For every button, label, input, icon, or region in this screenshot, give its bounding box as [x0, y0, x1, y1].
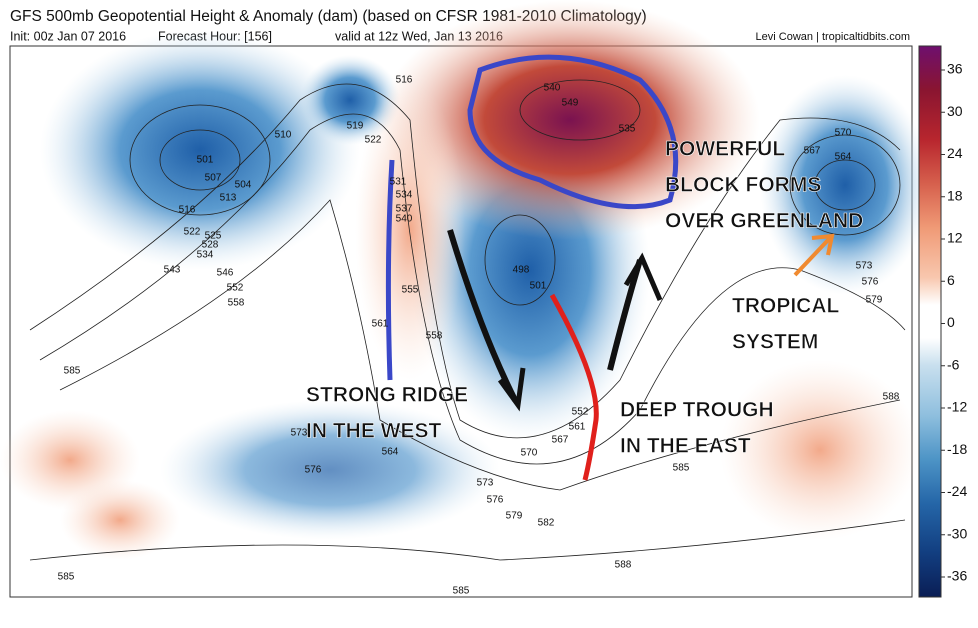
- contour-label: 534: [197, 250, 214, 261]
- contour-label: 501: [197, 155, 214, 166]
- contour-label: 519: [347, 121, 364, 132]
- annotation: BLOCK FORMS: [665, 174, 821, 197]
- annotation: IN THE EAST: [620, 435, 751, 458]
- contour-label: 552: [227, 283, 244, 294]
- colorbar-tick-label: -24: [947, 483, 967, 499]
- contour-label: 588: [615, 560, 632, 571]
- contour-label: 540: [396, 214, 413, 225]
- contour-label: 498: [513, 265, 530, 276]
- colorbar-tick-label: 36: [947, 61, 963, 77]
- contour-label: 564: [835, 152, 852, 163]
- contour-label: 576: [487, 495, 504, 506]
- contour-label: 555: [402, 285, 419, 296]
- contour-label: 573: [291, 428, 308, 439]
- contour-label: 504: [235, 180, 252, 191]
- annotation: IN THE WEST: [306, 420, 442, 443]
- contour-label: 561: [372, 319, 389, 330]
- contour-label: 561: [569, 422, 586, 433]
- contour-label: 576: [305, 465, 322, 476]
- colorbar-tick-label: -12: [947, 399, 967, 415]
- contour-label: 513: [220, 193, 237, 204]
- annotation: POWERFUL: [665, 138, 785, 161]
- contour-label: 507: [205, 173, 222, 184]
- contour-label: 510: [275, 130, 292, 141]
- colorbar-tick-label: -6: [947, 356, 960, 372]
- colorbar-tick-label: 24: [947, 145, 963, 161]
- annotation: STRONG RIDGE: [306, 384, 468, 407]
- contour-label: 546: [217, 268, 234, 279]
- contour-label: 567: [552, 435, 569, 446]
- colorbar-tick-label: -18: [947, 441, 967, 457]
- contour-label: 588: [883, 392, 900, 403]
- contour-label: 585: [64, 366, 81, 377]
- annotation: OVER GREENLAND: [665, 210, 863, 233]
- contour-label: 516: [396, 75, 413, 86]
- contour-label: 535: [619, 124, 636, 135]
- colorbar-tick-label: 18: [947, 187, 963, 203]
- annotation: SYSTEM: [732, 331, 818, 354]
- contour-label: 564: [382, 447, 399, 458]
- colorbar-tick-label: -30: [947, 525, 967, 541]
- contour-label: 585: [453, 586, 470, 597]
- contour-label: 540: [544, 83, 561, 94]
- colorbar-tick-label: 6: [947, 272, 955, 288]
- colorbar-tick-label: 0: [947, 314, 955, 330]
- contour-label: 525: [205, 231, 222, 242]
- annotation: TROPICAL: [732, 295, 840, 318]
- contour-label: 528: [202, 240, 219, 251]
- colorbar-tick-label: 12: [947, 230, 963, 246]
- contour-label: 576: [862, 277, 879, 288]
- contour-label: 558: [426, 331, 443, 342]
- contour-label: 567: [804, 146, 821, 157]
- contour-label: 531: [390, 177, 407, 188]
- contour-label: 543: [164, 265, 181, 276]
- contour-label: 516: [179, 205, 196, 216]
- contour-label: 582: [538, 518, 555, 529]
- contour-label: 549: [562, 98, 579, 109]
- contour-label: 573: [477, 478, 494, 489]
- colorbar-tick-label: 30: [947, 103, 963, 119]
- contour-label: 522: [365, 135, 382, 146]
- contour-label: 585: [673, 463, 690, 474]
- contour-label: 570: [521, 448, 538, 459]
- contour-label: 537: [396, 204, 413, 215]
- contour-label: 534: [396, 190, 413, 201]
- contour-label: 558: [228, 298, 245, 309]
- contour-label: 579: [866, 295, 883, 306]
- annotation: DEEP TROUGH: [620, 399, 774, 422]
- contour-label: 570: [835, 128, 852, 139]
- contour-label: 585: [58, 572, 75, 583]
- colorbar-tick-label: -36: [947, 568, 967, 584]
- init: Init: 00z Jan 07 2016: [10, 29, 126, 43]
- contour-label: 501: [530, 281, 547, 292]
- contour-label: 552: [572, 407, 589, 418]
- contour-label: 579: [506, 511, 523, 522]
- colorbar: [918, 45, 942, 598]
- contour-label: 573: [856, 261, 873, 272]
- contour-label: 522: [184, 227, 201, 238]
- credit: Levi Cowan | tropicaltidbits.com: [756, 31, 910, 43]
